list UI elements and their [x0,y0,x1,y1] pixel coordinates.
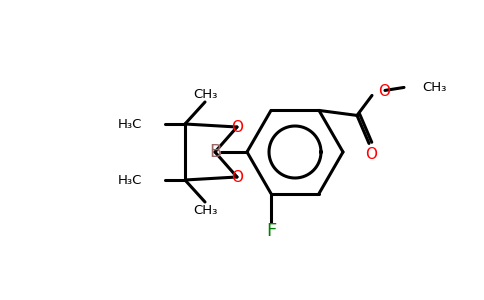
Text: F: F [266,222,276,240]
Text: B: B [209,143,221,161]
Text: CH₃: CH₃ [193,88,217,100]
Text: O: O [231,119,243,134]
Text: O: O [378,84,390,99]
Text: H₃C: H₃C [118,118,142,130]
Text: CH₃: CH₃ [422,81,446,94]
Text: CH₃: CH₃ [193,203,217,217]
Text: O: O [365,147,377,162]
Text: O: O [231,169,243,184]
Text: H₃C: H₃C [118,173,142,187]
